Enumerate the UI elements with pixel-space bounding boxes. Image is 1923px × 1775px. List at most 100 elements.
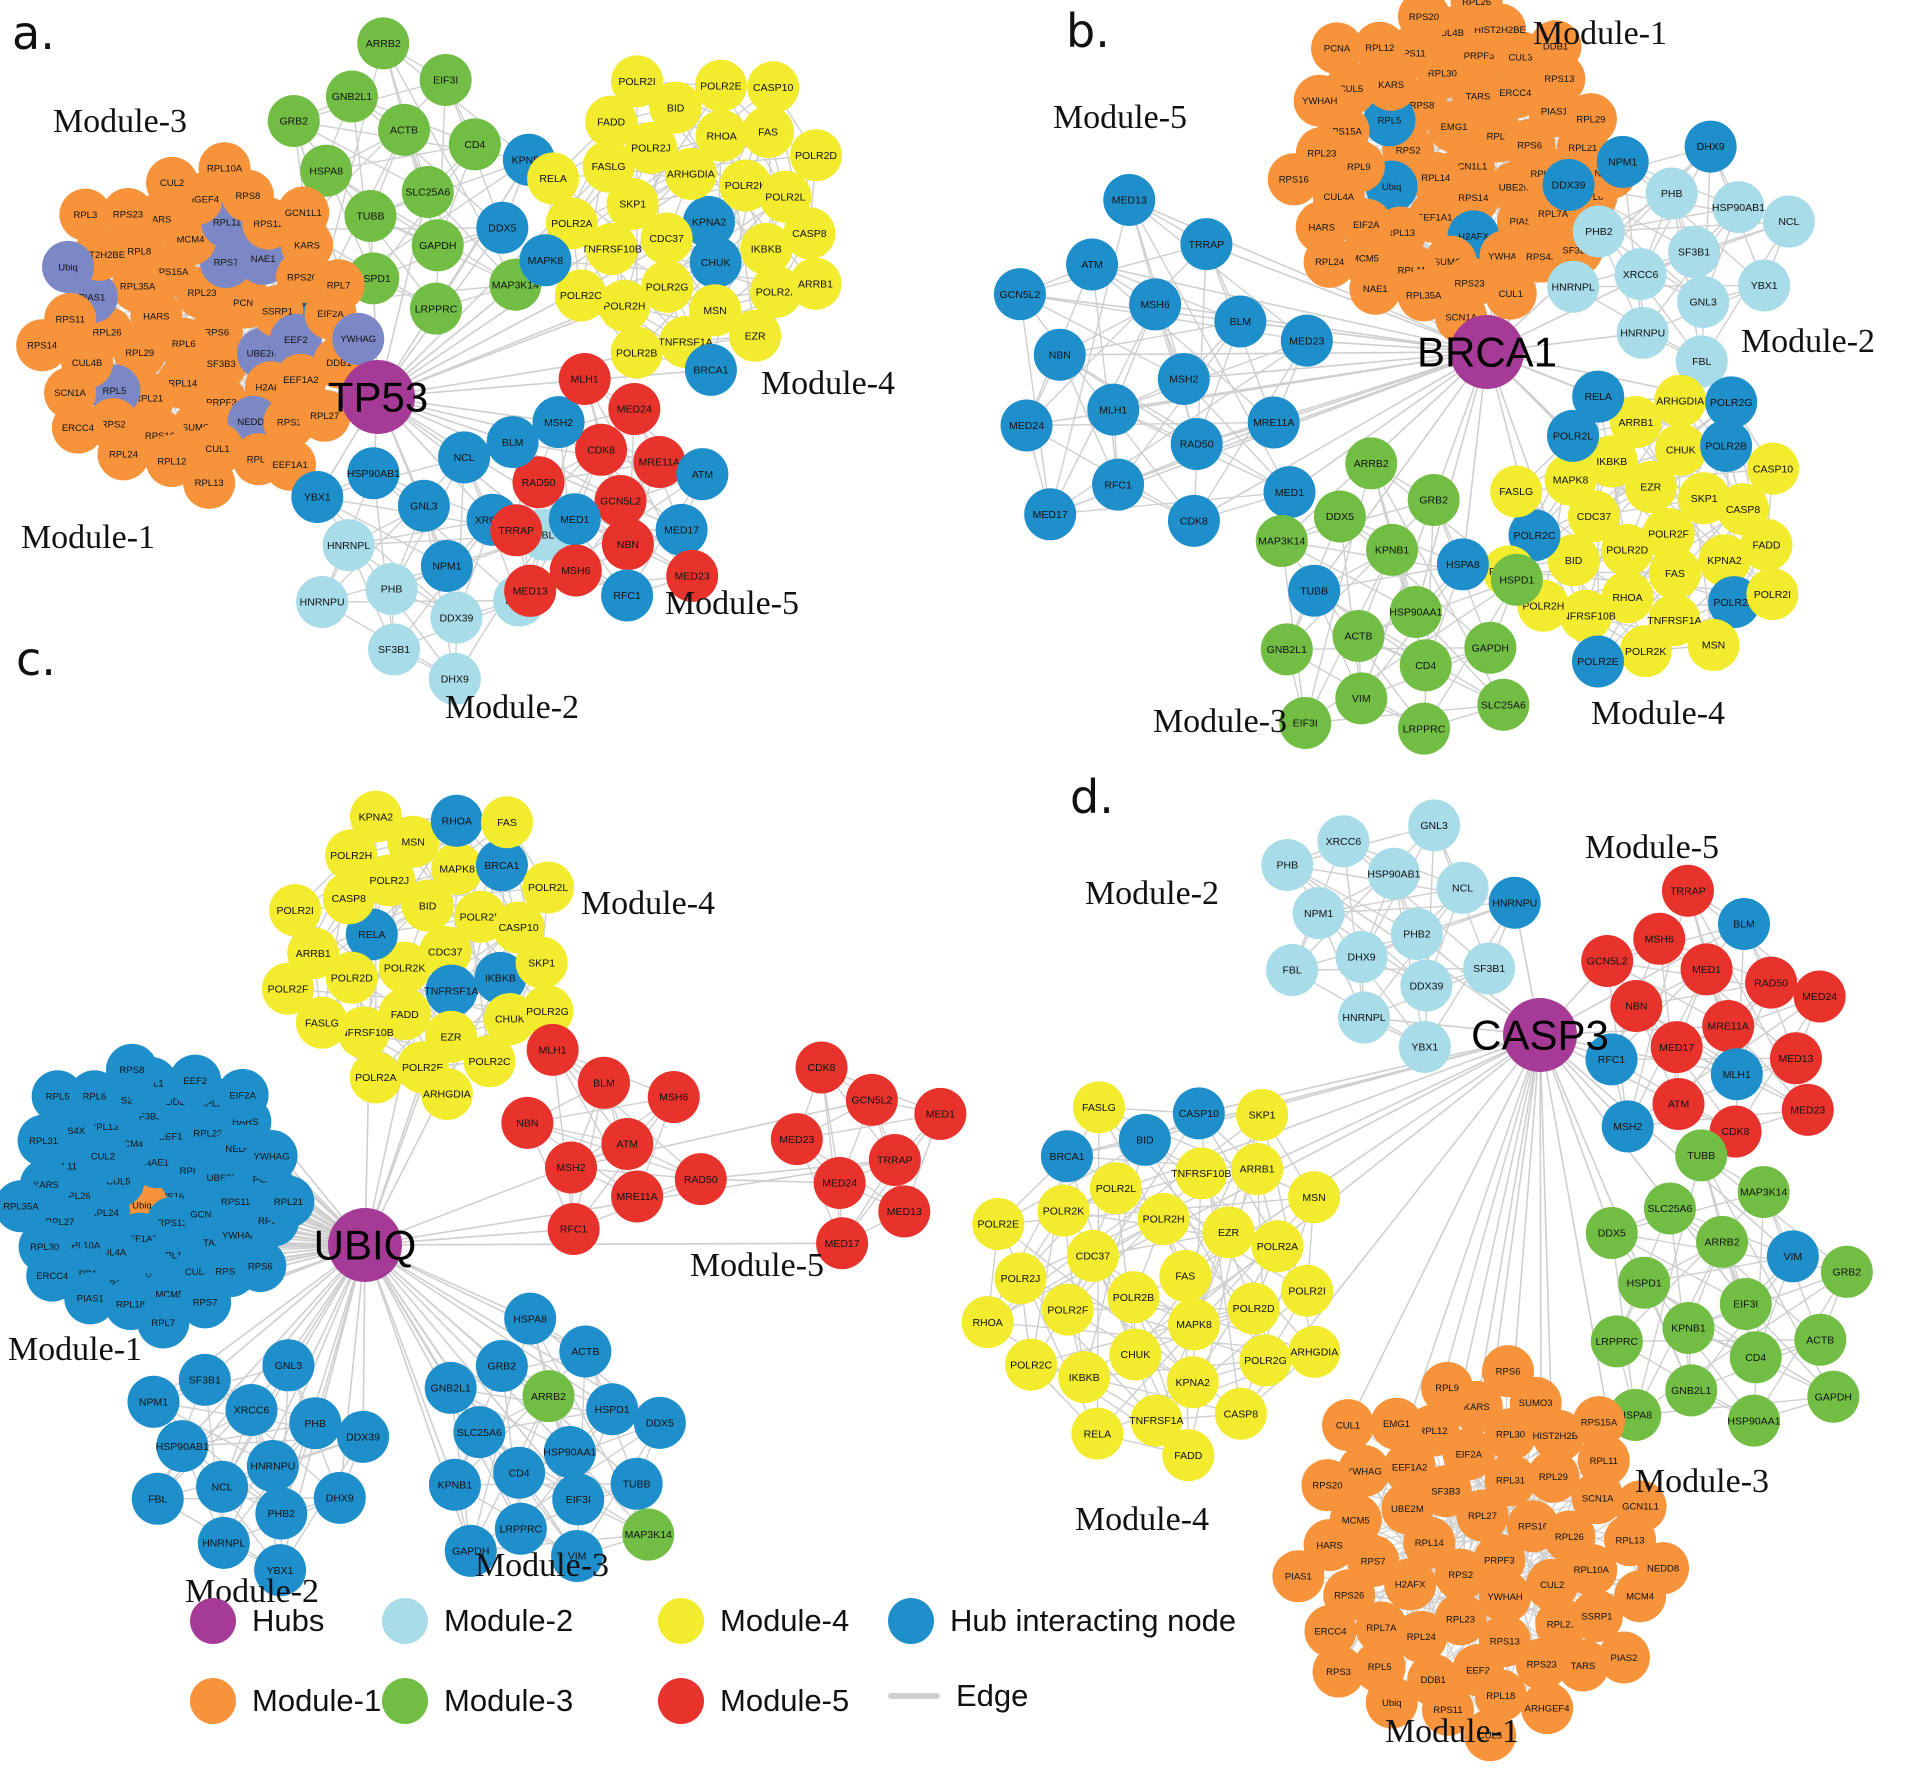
node-ARRB2[interactable]: ARRB2 <box>357 17 410 70</box>
node-NCL[interactable]: NCL <box>196 1460 249 1513</box>
node-circle[interactable] <box>1474 1669 1527 1722</box>
node-circle[interactable] <box>1180 218 1233 271</box>
node-DDX5[interactable]: DDX5 <box>633 1396 686 1449</box>
node-GAPDH[interactable]: GAPDH <box>411 219 464 272</box>
node-NCL[interactable]: NCL <box>438 431 491 484</box>
node-CUL2[interactable]: CUL2 <box>1526 1558 1579 1611</box>
node-TUBB[interactable]: TUBB <box>1675 1129 1728 1182</box>
node-circle[interactable] <box>1490 465 1543 518</box>
node-MSH2[interactable]: MSH2 <box>1601 1100 1654 1153</box>
node-ARRB1[interactable]: ARRB1 <box>789 257 842 310</box>
node-circle[interactable] <box>312 259 365 312</box>
node-TNFRSF10B[interactable]: TNFRSF10B <box>1556 589 1616 642</box>
node-circle[interactable] <box>475 839 528 892</box>
node-MED23[interactable]: MED23 <box>1280 314 1333 367</box>
node-MRE11A[interactable]: MRE11A <box>1247 396 1300 449</box>
node-HNRNPU[interactable]: HNRNPU <box>1488 876 1541 929</box>
node-FADD[interactable]: FADD <box>1740 518 1793 571</box>
node-LRPPRC[interactable]: LRPPRC <box>1590 1315 1643 1368</box>
node-circle[interactable] <box>1769 1032 1822 1085</box>
node-FASLG[interactable]: FASLG <box>1490 465 1543 518</box>
node-circle[interactable] <box>1464 1709 1517 1762</box>
node-circle[interactable] <box>515 936 568 989</box>
node-circle[interactable] <box>420 1068 473 1121</box>
node-circle[interactable] <box>1293 74 1346 127</box>
node-MSH2[interactable]: MSH2 <box>545 1141 598 1194</box>
node-circle[interactable] <box>914 1087 967 1140</box>
node-circle[interactable] <box>1058 1351 1111 1404</box>
node-circle[interactable] <box>1214 1387 1267 1440</box>
node-HSPA8[interactable]: HSPA8 <box>504 1292 557 1345</box>
node-circle[interactable] <box>1684 120 1737 173</box>
node-NBN[interactable]: NBN <box>601 518 654 571</box>
node-circle[interactable] <box>1484 1454 1537 1507</box>
node-PHB[interactable]: PHB <box>1645 167 1698 220</box>
node-CDK8[interactable]: CDK8 <box>1167 494 1220 547</box>
node-FAS[interactable]: FAS <box>1159 1250 1212 1302</box>
node-GCN1L1[interactable]: GCN1L1 <box>277 186 330 239</box>
node-RPL12[interactable]: RPL12 <box>1353 21 1406 74</box>
node-circle[interactable] <box>504 1292 557 1345</box>
node-circle[interactable] <box>740 222 793 275</box>
node-TRRAP[interactable]: TRRAP <box>490 504 543 557</box>
node-YWHAG[interactable]: YWHAG <box>332 312 385 365</box>
node-circle[interactable] <box>1389 586 1442 638</box>
node-circle[interactable] <box>1601 1100 1654 1153</box>
node-POLR2G[interactable]: POLR2G <box>1239 1334 1292 1387</box>
node-MED23[interactable]: MED23 <box>770 1113 823 1166</box>
node-circle[interactable] <box>1668 226 1721 278</box>
node-circle[interactable] <box>611 55 664 108</box>
node-circle[interactable] <box>322 872 375 925</box>
node-MAPK8[interactable]: MAPK8 <box>1544 453 1597 506</box>
node-circle[interactable] <box>1037 1184 1090 1237</box>
node-H2AFX[interactable]: H2AFX <box>1384 1558 1437 1611</box>
hub-CASP3[interactable]: CASP3 <box>1471 998 1609 1072</box>
node-FAS[interactable]: FAS <box>742 105 795 158</box>
node-circle[interactable] <box>1421 1361 1474 1414</box>
node-RPS23[interactable]: RPS23 <box>101 188 154 241</box>
node-circle[interactable] <box>1456 1489 1509 1542</box>
node-RPL6[interactable]: RPL6 <box>68 1070 121 1123</box>
hub-circle[interactable] <box>341 360 415 434</box>
node-POLR2D[interactable]: POLR2D <box>1227 1282 1280 1335</box>
node-FASLG[interactable]: FASLG <box>295 996 348 1049</box>
node-RPL31[interactable]: RPL31 <box>1484 1454 1537 1507</box>
node-circle[interactable] <box>1303 235 1356 288</box>
node-SLC25A6[interactable]: SLC25A6 <box>401 166 454 218</box>
node-circle[interactable] <box>1436 861 1489 914</box>
node-POLR2C[interactable]: POLR2C <box>1508 509 1561 562</box>
node-MSH2[interactable]: MSH2 <box>1157 353 1210 405</box>
node-circle[interactable] <box>558 353 611 406</box>
node-TRRAP[interactable]: TRRAP <box>1661 864 1714 917</box>
node-GCN5L2[interactable]: GCN5L2 <box>1581 935 1634 988</box>
node-NAE1[interactable]: NAE1 <box>1349 262 1402 315</box>
node-circle[interactable] <box>548 493 601 546</box>
node-DDX39[interactable]: DDX39 <box>1400 959 1453 1012</box>
node-RPS6[interactable]: RPS6 <box>234 1239 287 1292</box>
node-EEF1A2[interactable]: EEF1A2 <box>1383 1441 1436 1494</box>
node-circle[interactable] <box>197 1516 250 1569</box>
node-circle[interactable] <box>1616 306 1669 359</box>
node-RFC1[interactable]: RFC1 <box>1585 1033 1638 1086</box>
node-circle[interactable] <box>666 549 719 602</box>
node-circle[interactable] <box>1488 876 1541 929</box>
node-POLR2B[interactable]: POLR2B <box>610 326 663 379</box>
node-circle[interactable] <box>559 1325 612 1378</box>
node-EZR[interactable]: EZR <box>1624 460 1677 513</box>
node-MRE11A[interactable]: MRE11A <box>633 435 686 488</box>
node-circle[interactable] <box>1301 1459 1354 1512</box>
node-RAD50[interactable]: RAD50 <box>1745 956 1798 1009</box>
node-circle[interactable] <box>1601 523 1654 576</box>
node-RPL18[interactable]: RPL18 <box>1474 1669 1527 1722</box>
node-circle[interactable] <box>1698 534 1751 587</box>
node-circle[interactable] <box>325 951 378 1004</box>
node-NBN[interactable]: NBN <box>501 1096 554 1149</box>
node-POLR2B[interactable]: POLR2B <box>1107 1271 1160 1324</box>
node-RELA[interactable]: RELA <box>1572 370 1625 423</box>
node-circle[interactable] <box>1288 1171 1341 1224</box>
node-DDB1[interactable]: DDB1 <box>1529 20 1582 73</box>
node-circle[interactable] <box>585 223 638 276</box>
node-EIF2A[interactable]: EIF2A <box>216 1068 269 1121</box>
node-circle[interactable] <box>1317 815 1370 868</box>
node-SF3B1[interactable]: SF3B1 <box>368 623 421 676</box>
